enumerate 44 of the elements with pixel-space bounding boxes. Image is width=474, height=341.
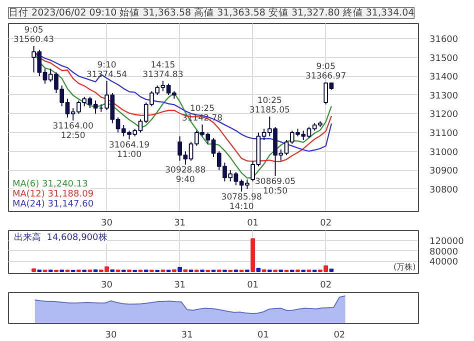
annotation: 9:05 31366.97: [306, 62, 346, 82]
bar: [256, 268, 261, 272]
text: 出来高 14,608,900株: [14, 232, 108, 244]
bar: [329, 268, 334, 272]
x-tick-label: 02: [320, 218, 332, 228]
annotation: 30785.98 14:10: [221, 192, 262, 212]
bar: [250, 238, 255, 272]
y-tick-label: 31100: [430, 129, 458, 140]
y-tick-label: 31200: [430, 110, 458, 120]
y-tick-label: 80000: [430, 247, 458, 258]
annotation: 9:05 31560.43: [13, 25, 54, 45]
y-tick-label: 40000: [430, 258, 458, 268]
x-tick-label: 02: [320, 280, 332, 290]
y-tick-label: 31300: [430, 91, 458, 102]
y-tick-label: 30900: [430, 166, 458, 177]
bar: [178, 266, 182, 272]
annotation: 9:10 31374.54: [86, 60, 128, 80]
text: MA(24) 31,147.60: [12, 200, 94, 210]
annotation: 31164.00 12:50: [52, 122, 94, 142]
x-tick-label: 02: [334, 330, 346, 340]
text: MA(6) 31,240.13: [12, 180, 88, 190]
y-tick-label: 120000: [430, 237, 464, 248]
chart-title: 日付 2023/06/02 09:10 始値 31,363.58 高値 31,363.58 安値 31,327.80 終値 31,334.04: [8, 6, 414, 18]
x-tick-label: 30: [105, 330, 117, 340]
annotation: 10:25 31185.05: [249, 96, 290, 116]
y-tick-label: 31600: [430, 35, 458, 46]
annotation: 30928.88 9:40: [165, 166, 206, 186]
x-tick-label: 31: [181, 330, 193, 340]
text: MA(12) 31,188.09: [12, 190, 94, 200]
y-tick-label: 31500: [430, 54, 458, 64]
x-tick-label: 30: [101, 218, 113, 228]
annotation: 31064.19 11:00: [108, 140, 150, 160]
annotation: (万株): [393, 262, 416, 272]
y-tick-label: 31400: [430, 72, 458, 83]
y-tick-label: 30800: [430, 185, 458, 196]
x-tick-label: 01: [247, 280, 259, 290]
annotation: 14:15 31374.83: [142, 60, 184, 80]
x-tick-label: 31: [174, 218, 186, 228]
y-tick-label: 31000: [430, 148, 458, 158]
x-tick-label: 01: [258, 330, 270, 340]
x-tick-label: 01: [247, 218, 259, 228]
x-tick-label: 31: [174, 280, 186, 290]
bar: [32, 268, 36, 272]
x-tick-label: 30: [101, 280, 113, 290]
